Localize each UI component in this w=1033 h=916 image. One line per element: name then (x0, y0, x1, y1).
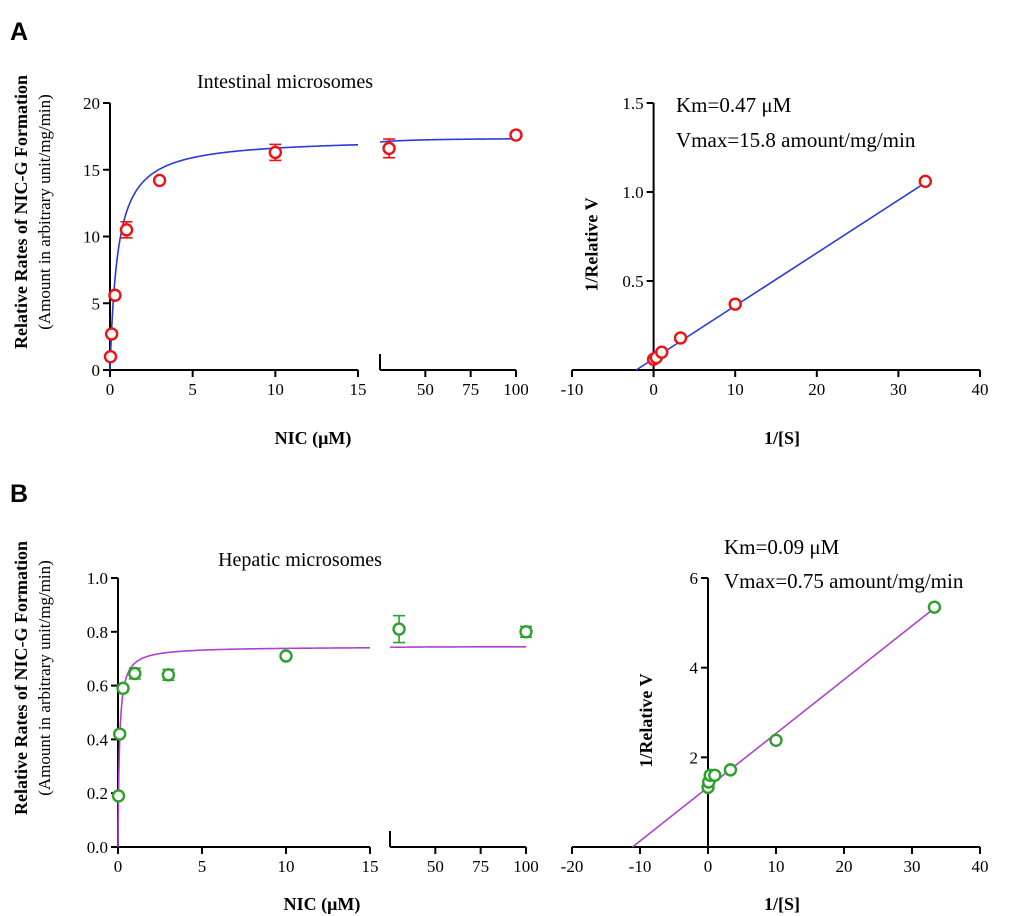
data-point (104, 327, 119, 341)
data-point (918, 174, 933, 189)
fit-curve (390, 645, 526, 649)
data-point (116, 681, 130, 695)
x-axis-label: NIC (μM) (284, 894, 361, 915)
fit-line (632, 607, 935, 848)
y-tick-label: 20 (83, 94, 100, 113)
y-tick-label: 0.5 (622, 272, 643, 291)
data-point (279, 649, 293, 663)
y-tick-label: 4 (690, 659, 699, 678)
x-tick-label: 100 (503, 380, 529, 399)
data-point (103, 349, 118, 364)
y-tick-label: 0.2 (87, 784, 108, 803)
panel-label-a: A (10, 18, 28, 46)
y-axis-label: 1/Relative V (636, 673, 656, 767)
data-point (927, 600, 942, 614)
chart-hepatic-mm: Hepatic microsomes 0.0 0.2 0.4 0.6 0.8 1.0 0 5 10… (87, 549, 539, 915)
fit-curve (379, 138, 516, 143)
chart-hepatic-lineweaver-burk: -20 -10 0 10 20 30 40 1/[S] 2 4 6 1/Relative V Km=0.… (561, 535, 989, 914)
x-tick-label: 0 (649, 380, 658, 399)
data-point (108, 288, 122, 302)
y-tick-label: 1.0 (622, 183, 643, 202)
x-tick-label: 30 (904, 857, 921, 876)
x-axis-label: 1/[S] (764, 428, 800, 448)
x-tick-label: 0 (106, 380, 115, 399)
chart-intestinal-mm: Intestinal microsomes 0 5 10 15 20 0 5 10 15 50 75 1… (83, 71, 529, 449)
data-point (382, 141, 396, 156)
x-tick-label: 20 (808, 380, 825, 399)
km-annotation: Km=0.09 μM (724, 535, 840, 559)
fit-curve (117, 646, 371, 847)
x-tick-label: 15 (350, 380, 367, 399)
y-tick-label: 10 (83, 228, 100, 247)
x-tick-label: 10 (768, 857, 785, 876)
x-tick-label: 40 (972, 380, 989, 399)
data-point (161, 668, 176, 682)
data-point (723, 763, 738, 777)
chart-intestinal-lineweaver-burk: -10 0 10 20 30 40 1/[S] 0.5 1.0 1.5 1/Relative V Km… (561, 93, 989, 448)
data-point (769, 733, 783, 747)
x-tick-label: 50 (417, 380, 434, 399)
km-annotation: Km=0.47 μM (676, 93, 792, 117)
panel-label-b: B (10, 480, 28, 508)
data-point (268, 145, 283, 160)
data-point (728, 297, 742, 311)
y-tick-label: 0.0 (87, 838, 108, 857)
x-tick-label: 75 (472, 857, 489, 876)
x-tick-label: 10 (267, 380, 284, 399)
y-tick-label: 15 (83, 161, 100, 180)
data-point (128, 666, 142, 681)
x-tick-label: 100 (513, 857, 539, 876)
data-point (152, 173, 167, 188)
fit-curve (109, 143, 359, 371)
x-tick-label: 50 (427, 857, 444, 876)
y-axis-label: 1/Relative V (582, 197, 602, 291)
y-tick-label: 1.0 (87, 569, 108, 588)
y-tick-label: 0.4 (87, 730, 109, 749)
x-axis-label: NIC (μM) (275, 428, 352, 449)
x-tick-label: 40 (972, 857, 989, 876)
y-tick-label: 5 (92, 294, 101, 313)
x-tick-label: 20 (836, 857, 853, 876)
ylabel-a-line1: Relative Rates of NIC-G Formation (11, 75, 31, 349)
x-tick-label: 30 (890, 380, 907, 399)
x-tick-label: 75 (462, 380, 479, 399)
y-tick-label: 1.5 (622, 94, 643, 113)
y-tick-label: 6 (690, 569, 699, 588)
data-point (509, 128, 523, 142)
x-tick-label: 10 (727, 380, 744, 399)
ylabel-b-line2: (Amount in arbitrary unit/mg/min) (35, 560, 54, 796)
x-tick-label: -10 (561, 380, 584, 399)
x-tick-label: -20 (561, 857, 584, 876)
data-point (673, 331, 688, 345)
data-point (519, 625, 533, 639)
data-point (655, 345, 669, 359)
data-point (112, 727, 127, 741)
x-tick-label: 10 (278, 857, 295, 876)
vmax-annotation: Vmax=15.8 amount/mg/min (676, 128, 916, 152)
data-point (119, 223, 134, 237)
x-tick-label: 5 (198, 857, 207, 876)
chart-title: Hepatic microsomes (218, 549, 382, 571)
y-tick-label: 0 (92, 361, 101, 380)
x-tick-label: 5 (188, 380, 197, 399)
chart-title: Intestinal microsomes (197, 71, 373, 93)
y-tick-label: 0.6 (87, 677, 108, 696)
y-tick-label: 2 (690, 748, 699, 767)
data-point (708, 768, 722, 782)
x-axis-label: 1/[S] (764, 894, 800, 914)
vmax-annotation: Vmax=0.75 amount/mg/min (724, 569, 964, 593)
x-tick-label: 0 (114, 857, 123, 876)
data-point (111, 789, 126, 803)
ylabel-a-line2: (Amount in arbitrary unit/mg/min) (35, 94, 54, 330)
x-tick-label: 0 (704, 857, 713, 876)
x-tick-label: 15 (362, 857, 379, 876)
ylabel-b-line1: Relative Rates of NIC-G Formation (11, 541, 31, 815)
y-tick-label: 0.8 (87, 623, 108, 642)
x-tick-label: -10 (629, 857, 652, 876)
data-point (392, 622, 406, 636)
